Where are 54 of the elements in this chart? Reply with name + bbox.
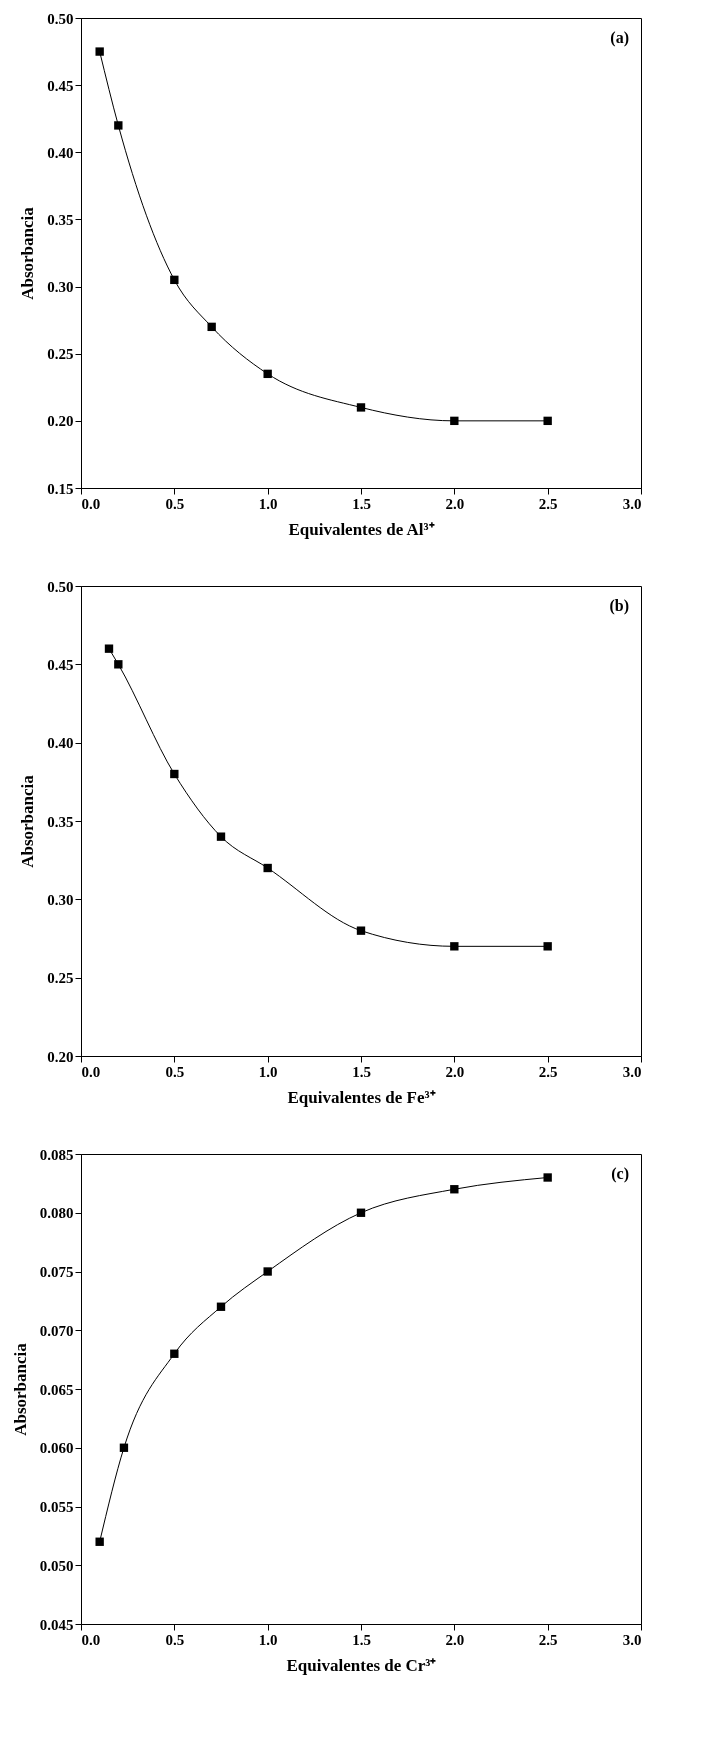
- x-tick-label: 1.5: [352, 1631, 371, 1648]
- x-tick-label: 2.5: [538, 1063, 558, 1080]
- x-axis-title: Equivalentes de Cr³⁺: [286, 1655, 437, 1675]
- y-axis-title: Absorbancia: [18, 774, 38, 868]
- y-tick-label: 0.085: [39, 1146, 74, 1163]
- y-tick-label: 0.35: [47, 211, 74, 228]
- y-tick-label: 0.40: [47, 735, 74, 752]
- x-tick-label: 2.5: [538, 495, 558, 512]
- y-tick-label: 0.45: [47, 77, 74, 94]
- x-tick-label: 3.0: [622, 1631, 642, 1648]
- x-tick-label: 0.0: [81, 495, 101, 512]
- x-tick-label: 0.5: [165, 1631, 185, 1648]
- y-tick-label: 0.055: [39, 1499, 74, 1515]
- x-tick-label: 1.0: [258, 1631, 278, 1648]
- x-tick-label: 0.0: [81, 1631, 101, 1648]
- y-axis-title: Absorbancia: [18, 206, 38, 300]
- x-tick-label: 2.0: [445, 1063, 465, 1080]
- x-tick-label: 3.0: [622, 495, 642, 512]
- x-tick-label: 1.5: [352, 1063, 371, 1080]
- y-tick-label: 0.20: [47, 413, 74, 430]
- y-tick-label: 0.20: [47, 1048, 74, 1065]
- x-tick-label: 0.0: [81, 1063, 101, 1080]
- y-tick-label: 0.25: [47, 970, 74, 987]
- x-tick-label: 2.0: [445, 1631, 465, 1648]
- x-tick-label: 2.0: [445, 495, 465, 512]
- x-axis-title: Equivalentes de Fe³⁺: [287, 1087, 436, 1107]
- y-tick-label: 0.50: [47, 578, 74, 595]
- y-tick-label: 0.065: [39, 1381, 74, 1398]
- y-tick-label: 0.25: [47, 346, 74, 363]
- annotation: (a): [610, 29, 629, 47]
- y-axis-title: Absorbancia: [10, 1342, 30, 1436]
- y-tick-label: 0.50: [47, 10, 74, 27]
- x-axis-title: Equivalentes de Al³⁺: [288, 519, 435, 539]
- annotation: (c): [611, 1165, 629, 1183]
- annotation: (b): [609, 597, 629, 615]
- x-tick-label: 1.5: [352, 495, 371, 512]
- y-tick-label: 0.060: [39, 1440, 74, 1457]
- y-tick-label: 0.050: [39, 1557, 74, 1574]
- x-tick-label: 1.0: [258, 495, 278, 512]
- x-tick-label: 0.5: [165, 1063, 185, 1080]
- x-tick-label: 2.5: [538, 1631, 558, 1648]
- y-tick-label: 0.070: [39, 1322, 74, 1339]
- x-tick-label: 1.0: [258, 1063, 278, 1080]
- y-tick-label: 0.40: [47, 144, 74, 161]
- y-tick-label: 0.15: [47, 480, 74, 497]
- y-tick-label: 0.045: [39, 1616, 74, 1633]
- y-tick-label: 0.45: [47, 656, 74, 673]
- y-tick-label: 0.075: [39, 1264, 74, 1280]
- y-tick-label: 0.35: [47, 813, 74, 830]
- y-tick-label: 0.080: [39, 1205, 74, 1222]
- x-tick-label: 0.5: [165, 495, 185, 512]
- y-tick-label: 0.30: [47, 891, 74, 908]
- y-tick-label: 0.30: [47, 279, 74, 296]
- x-tick-label: 3.0: [622, 1063, 642, 1080]
